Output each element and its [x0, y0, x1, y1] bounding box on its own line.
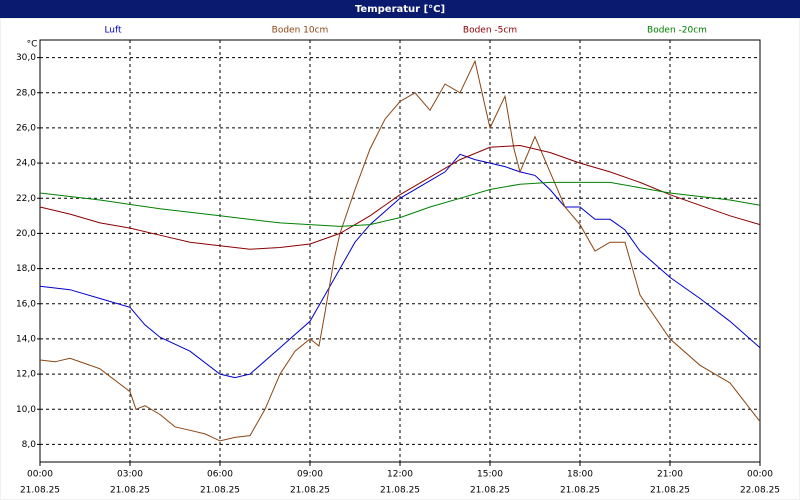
x-tick-label: 12:00	[387, 470, 413, 480]
x-tick-date: 21.08.25	[560, 486, 600, 496]
x-tick-date: 21.08.25	[20, 486, 60, 496]
chart-title: Temperatur [°C]	[355, 4, 445, 15]
x-tick-date: 21.08.25	[650, 486, 690, 496]
y-tick-label: 22,0	[16, 194, 36, 204]
x-tick-label: 06:00	[207, 470, 233, 480]
y-tick-label: 26,0	[16, 123, 36, 133]
legend-entry: Luft	[104, 26, 122, 36]
y-tick-label: 14,0	[16, 334, 36, 344]
x-tick-label: 00:00	[747, 470, 773, 480]
x-tick-label: 03:00	[117, 470, 143, 480]
y-tick-label: 24,0	[16, 159, 36, 169]
plot-frame	[39, 39, 761, 463]
x-tick-date: 21.08.25	[290, 486, 330, 496]
series-line	[39, 59, 761, 442]
title-bar	[0, 0, 800, 18]
series-line	[39, 181, 761, 227]
x-tick-date: 21.08.25	[380, 486, 420, 496]
x-tick-label: 00:00	[27, 470, 53, 480]
x-tick-date: 22.08.25	[740, 486, 780, 496]
x-tick-date: 21.08.25	[110, 486, 150, 496]
x-tick-label: 09:00	[297, 470, 323, 480]
y-tick-label: 18,0	[16, 264, 36, 274]
legend-entry: Boden 10cm	[272, 26, 329, 36]
y-tick-label: 28,0	[16, 88, 36, 98]
y-tick-label: 10,0	[16, 405, 36, 415]
legend-entry: Boden -20cm	[647, 26, 707, 36]
y-tick-label: 30,0	[16, 53, 36, 63]
y-tick-label: 16,0	[16, 299, 36, 309]
series-line	[39, 153, 761, 379]
x-tick-date: 21.08.25	[470, 486, 510, 496]
x-tick-label: 15:00	[477, 470, 503, 480]
x-tick-label: 21:00	[657, 470, 683, 480]
x-tick-label: 18:00	[567, 470, 593, 480]
y-tick-label: 8,0	[22, 440, 37, 450]
legend-entry: Boden -5cm	[463, 26, 517, 36]
x-tick-date: 21.08.25	[200, 486, 240, 496]
series-line	[39, 144, 761, 250]
y-tick-label: 20,0	[16, 229, 36, 239]
y-tick-label: 12,0	[16, 370, 36, 380]
y-unit: °C	[27, 40, 38, 50]
